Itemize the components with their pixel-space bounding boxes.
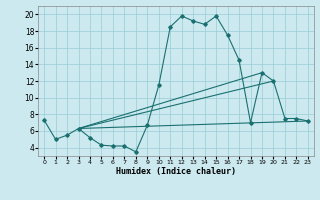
- X-axis label: Humidex (Indice chaleur): Humidex (Indice chaleur): [116, 167, 236, 176]
